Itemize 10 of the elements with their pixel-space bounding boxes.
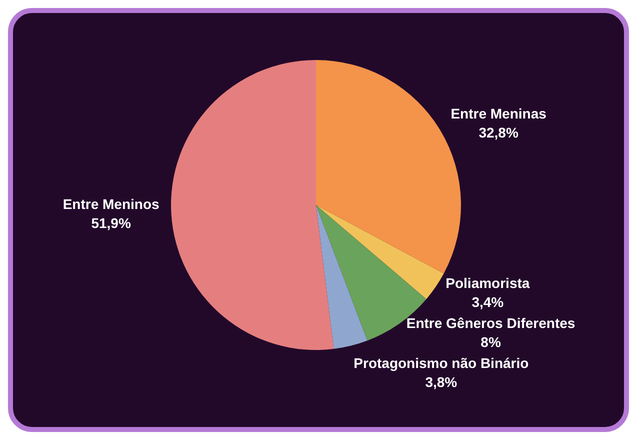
slice-label: Entre Gêneros Diferentes: [406, 314, 576, 331]
slice-label: Entre Meninas: [450, 106, 547, 122]
slice-label: Protagonismo não Binário: [354, 354, 529, 371]
data-label: 51,9%: [91, 214, 132, 231]
data-label: 32,8%: [478, 124, 519, 141]
data-label: 3,8%: [425, 374, 458, 390]
slice-label: Entre Meninos: [62, 196, 160, 212]
data-label: 3,4%: [472, 294, 504, 310]
data-label: 8%: [480, 334, 502, 350]
slice-label: Poliamorista: [446, 274, 530, 291]
